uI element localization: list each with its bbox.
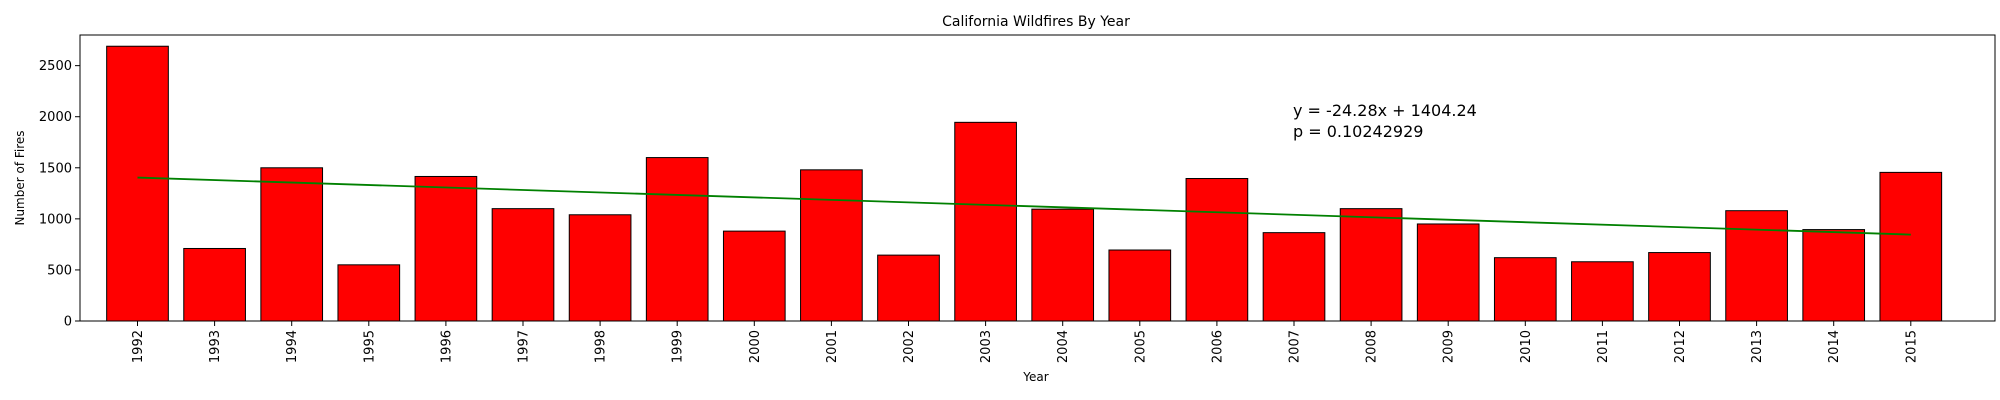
y-tick-label: 0	[64, 315, 72, 330]
bar-1992	[106, 45, 169, 322]
x-tick-label: 2000	[748, 330, 763, 363]
trendline-equation: y = -24.28x + 1404.24	[1293, 101, 1477, 120]
bar-2007	[1262, 232, 1326, 322]
y-tick-label: 1500	[39, 161, 72, 176]
bar-2012	[1648, 252, 1711, 322]
x-axis-ticks: 1992 1993 1994 1995 1996 1997 1998 1999 2000 2001…	[131, 321, 1919, 363]
bar-1997	[491, 208, 555, 322]
bar-1999	[645, 157, 709, 322]
x-tick-label: 2002	[902, 330, 917, 363]
y-axis-ticks: 0 500 1000 1500 2000 2500	[39, 59, 80, 330]
x-axis-label: Year	[1022, 370, 1048, 384]
x-tick-label: 1992	[131, 330, 146, 363]
bars	[106, 45, 1943, 322]
bar-2010	[1493, 257, 1557, 322]
chart-title: California Wildfires By Year	[942, 14, 1130, 30]
bar-2006	[1185, 178, 1249, 322]
plot-frame	[79, 34, 1996, 322]
x-tick-label: 2010	[1519, 330, 1534, 363]
x-tick-label: 2012	[1673, 330, 1688, 363]
x-tick-label: 2008	[1365, 330, 1380, 363]
y-tick-label: 1000	[39, 212, 72, 227]
x-tick-label: 2001	[825, 330, 840, 363]
p-value: p = 0.10242929	[1293, 122, 1423, 141]
x-tick-label: 2006	[1210, 330, 1225, 363]
bar-2014	[1802, 229, 1866, 322]
y-tick-label: 500	[47, 263, 72, 278]
x-tick-label: 1997	[517, 330, 532, 363]
x-tick-label: 2014	[1827, 330, 1842, 363]
x-tick-label: 2005	[1133, 330, 1148, 363]
x-tick-label: 2003	[979, 330, 994, 363]
x-tick-label: 1998	[594, 330, 609, 363]
bar-1994	[260, 167, 324, 322]
x-tick-label: 1999	[671, 330, 686, 363]
bar-2015	[1879, 171, 1943, 322]
x-tick-label: 2009	[1442, 330, 1457, 363]
bar-2000	[722, 230, 786, 322]
bar-2009	[1416, 223, 1480, 322]
trendline	[137, 176, 1911, 236]
bar-1995	[337, 264, 401, 322]
bar-2004	[1031, 208, 1095, 322]
bar-2003	[954, 121, 1017, 322]
bar-1996	[414, 175, 478, 322]
bar-2011	[1571, 261, 1634, 322]
bar-2002	[877, 254, 940, 322]
x-tick-label: 2013	[1750, 330, 1765, 363]
x-tick-label: 1995	[362, 330, 377, 363]
bar-1993	[183, 247, 246, 322]
bar-2005	[1108, 249, 1172, 322]
x-tick-label: 2007	[1288, 330, 1303, 363]
x-tick-label: 2015	[1904, 330, 1919, 363]
x-tick-label: 2011	[1596, 330, 1611, 363]
y-tick-label: 2000	[39, 110, 72, 125]
bar-2001	[800, 169, 863, 322]
x-tick-label: 1994	[285, 330, 300, 363]
bar-1998	[568, 214, 632, 322]
bar-2008	[1339, 208, 1403, 322]
y-tick-label: 2500	[39, 59, 72, 74]
trendline-group	[137, 176, 1911, 236]
bar-2013	[1725, 210, 1788, 322]
x-tick-label: 1993	[208, 330, 223, 363]
x-tick-label: 2004	[1056, 330, 1071, 363]
y-axis-label: Number of Fires	[13, 130, 27, 225]
x-tick-label: 1996	[439, 330, 454, 363]
